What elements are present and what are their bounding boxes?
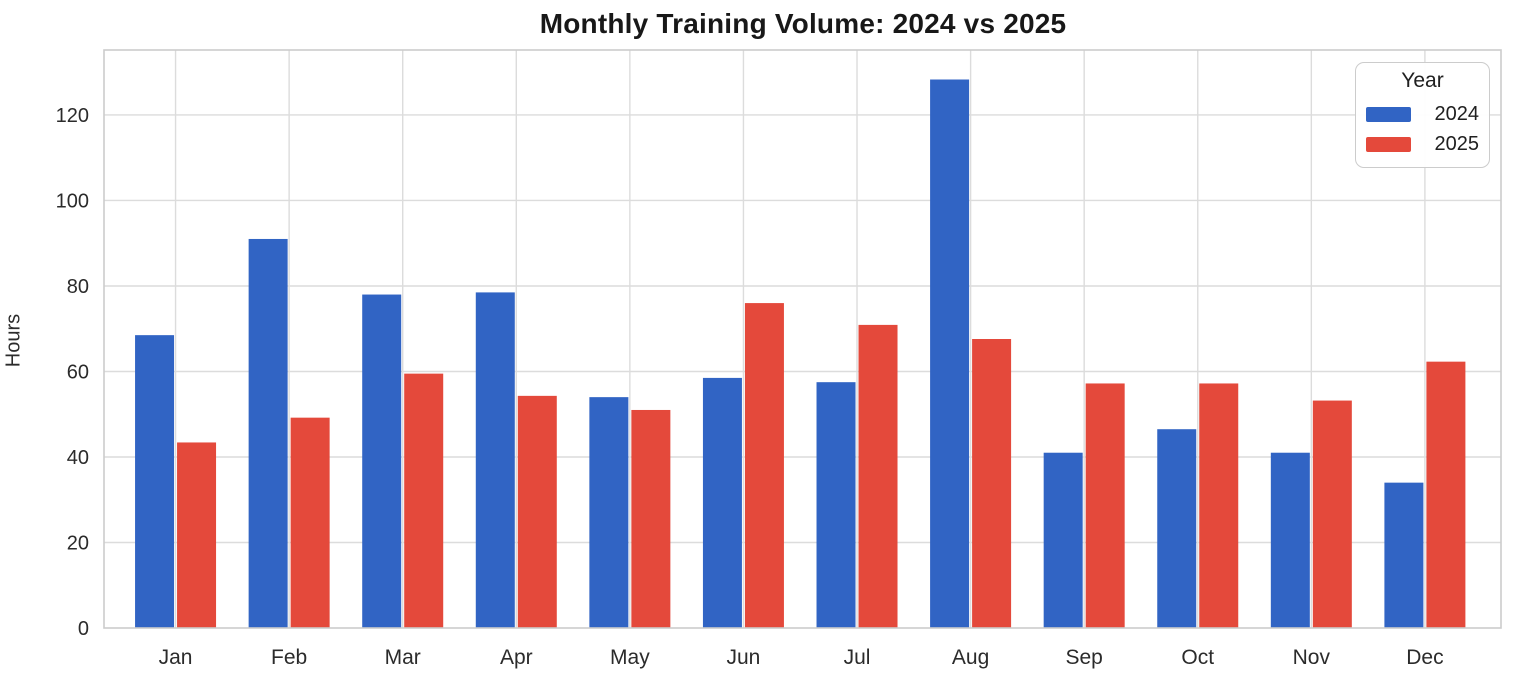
legend-swatch-2025 <box>1366 136 1411 152</box>
bar-2024-May <box>589 397 629 628</box>
x-tick-label-Dec: Dec <box>1406 646 1443 669</box>
x-tick-label-Sep: Sep <box>1065 646 1102 669</box>
y-tick-label-120: 120 <box>56 105 89 127</box>
x-tick-label-Jul: Jul <box>844 646 871 669</box>
bar-2025-Jan <box>177 442 217 628</box>
x-tick-label-Apr: Apr <box>500 646 533 669</box>
plot-border <box>103 49 1502 629</box>
bar-2024-Feb <box>248 238 288 628</box>
bar-2024-Mar <box>362 294 402 628</box>
y-tick-label-20: 20 <box>67 532 89 554</box>
bar-2025-Apr <box>517 395 557 628</box>
x-tick-label-Aug: Aug <box>952 646 989 669</box>
bar-2024-Oct <box>1157 429 1197 628</box>
bar-2025-Dec <box>1426 361 1466 628</box>
y-tick-label-0: 0 <box>78 618 89 640</box>
bar-2025-Nov <box>1312 400 1352 628</box>
x-tick-label-Jun: Jun <box>727 646 761 669</box>
chart-title: Monthly Training Volume: 2024 vs 2025 <box>539 8 1067 39</box>
legend-swatch-2024 <box>1366 106 1411 122</box>
x-tick-label-Feb: Feb <box>271 646 307 669</box>
bar-2025-May <box>631 409 671 628</box>
bar-2024-Jun <box>702 377 742 628</box>
legend-item-2025: 2025 <box>1366 129 1479 159</box>
bar-2025-Aug <box>972 339 1012 628</box>
bar-2025-Oct <box>1199 383 1239 628</box>
bar-2025-Jul <box>858 324 898 628</box>
x-tick-label-Mar: Mar <box>385 646 421 669</box>
legend-item-2024: 2024 <box>1366 99 1479 129</box>
legend-title: Year <box>1401 69 1444 92</box>
bar-2024-Sep <box>1043 452 1083 628</box>
y-tick-label-100: 100 <box>56 190 89 212</box>
bar-2024-Nov <box>1270 452 1310 628</box>
y-tick-label-40: 40 <box>67 447 89 469</box>
bar-2024-Apr <box>475 292 515 628</box>
bar-2024-Jul <box>816 382 856 628</box>
bar-2025-Feb <box>290 417 330 628</box>
legend-label-2025: 2025 <box>1434 132 1480 155</box>
x-tick-label-Jan: Jan <box>159 646 193 669</box>
bar-2025-Jun <box>744 303 784 628</box>
y-tick-label-60: 60 <box>67 361 89 383</box>
x-tick-label-Nov: Nov <box>1293 646 1331 669</box>
bar-2025-Sep <box>1085 383 1125 628</box>
x-tick-label-Oct: Oct <box>1181 646 1214 669</box>
bar-2024-Aug <box>930 79 970 628</box>
legend-label-2024: 2024 <box>1434 102 1480 125</box>
x-tick-label-May: May <box>610 646 650 669</box>
legend: Year 2024 2025 <box>1355 62 1490 168</box>
bar-2025-Mar <box>404 373 444 628</box>
bar-2024-Dec <box>1384 482 1424 628</box>
bar-2024-Jan <box>135 335 175 628</box>
y-tick-label-80: 80 <box>67 276 89 298</box>
